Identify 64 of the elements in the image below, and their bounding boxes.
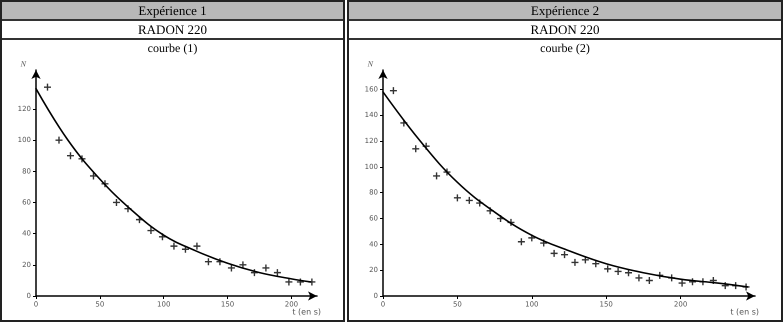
y-axis-title: N bbox=[366, 60, 374, 68]
point bbox=[550, 250, 558, 257]
point bbox=[136, 216, 143, 224]
point bbox=[732, 282, 740, 290]
point bbox=[285, 278, 292, 286]
point bbox=[124, 205, 132, 212]
x-axis-title: t (en s) bbox=[730, 308, 759, 316]
chart-subtitle: RADON 220 bbox=[2, 21, 343, 40]
point bbox=[204, 258, 212, 266]
point bbox=[400, 119, 408, 126]
point bbox=[239, 261, 246, 268]
point bbox=[604, 265, 612, 272]
point bbox=[582, 256, 589, 264]
point bbox=[635, 274, 642, 282]
point bbox=[182, 246, 189, 253]
text: courbe (1) bbox=[146, 40, 198, 56]
point bbox=[78, 155, 86, 162]
point bbox=[158, 233, 166, 240]
point bbox=[571, 258, 578, 266]
point bbox=[656, 272, 664, 279]
point bbox=[699, 278, 706, 286]
point bbox=[722, 282, 729, 290]
text: courbe (2) bbox=[539, 40, 591, 56]
point bbox=[193, 242, 200, 250]
point bbox=[614, 268, 622, 275]
y-axis-title: N bbox=[20, 60, 27, 68]
point bbox=[625, 269, 632, 276]
point bbox=[486, 207, 494, 214]
point bbox=[228, 264, 235, 272]
point bbox=[561, 251, 568, 258]
point bbox=[540, 240, 548, 247]
point bbox=[170, 242, 178, 250]
point bbox=[250, 269, 258, 276]
point bbox=[454, 194, 461, 202]
point bbox=[476, 200, 484, 207]
point bbox=[101, 180, 108, 188]
point bbox=[44, 84, 51, 91]
point bbox=[742, 283, 750, 290]
point bbox=[66, 152, 74, 160]
chart-title: Expérience 1 bbox=[2, 2, 343, 21]
point bbox=[497, 215, 504, 222]
point bbox=[296, 278, 304, 286]
point bbox=[528, 234, 536, 242]
point bbox=[433, 172, 440, 180]
point bbox=[646, 277, 653, 284]
point bbox=[507, 218, 514, 226]
point bbox=[668, 274, 676, 282]
point bbox=[390, 87, 397, 94]
point bbox=[710, 277, 717, 284]
x-axis-title: t (en s) bbox=[292, 308, 321, 316]
point bbox=[518, 238, 525, 246]
chart-subtitle: RADON 220 bbox=[349, 21, 781, 40]
chart-title: Expérience 2 bbox=[349, 2, 781, 21]
point bbox=[412, 145, 420, 152]
point bbox=[422, 142, 430, 150]
point bbox=[274, 269, 281, 276]
point bbox=[689, 278, 696, 286]
point bbox=[308, 278, 316, 286]
point bbox=[216, 258, 224, 266]
point bbox=[55, 136, 62, 144]
point bbox=[466, 196, 473, 204]
point bbox=[678, 280, 686, 287]
point bbox=[592, 260, 600, 268]
point bbox=[262, 264, 270, 272]
